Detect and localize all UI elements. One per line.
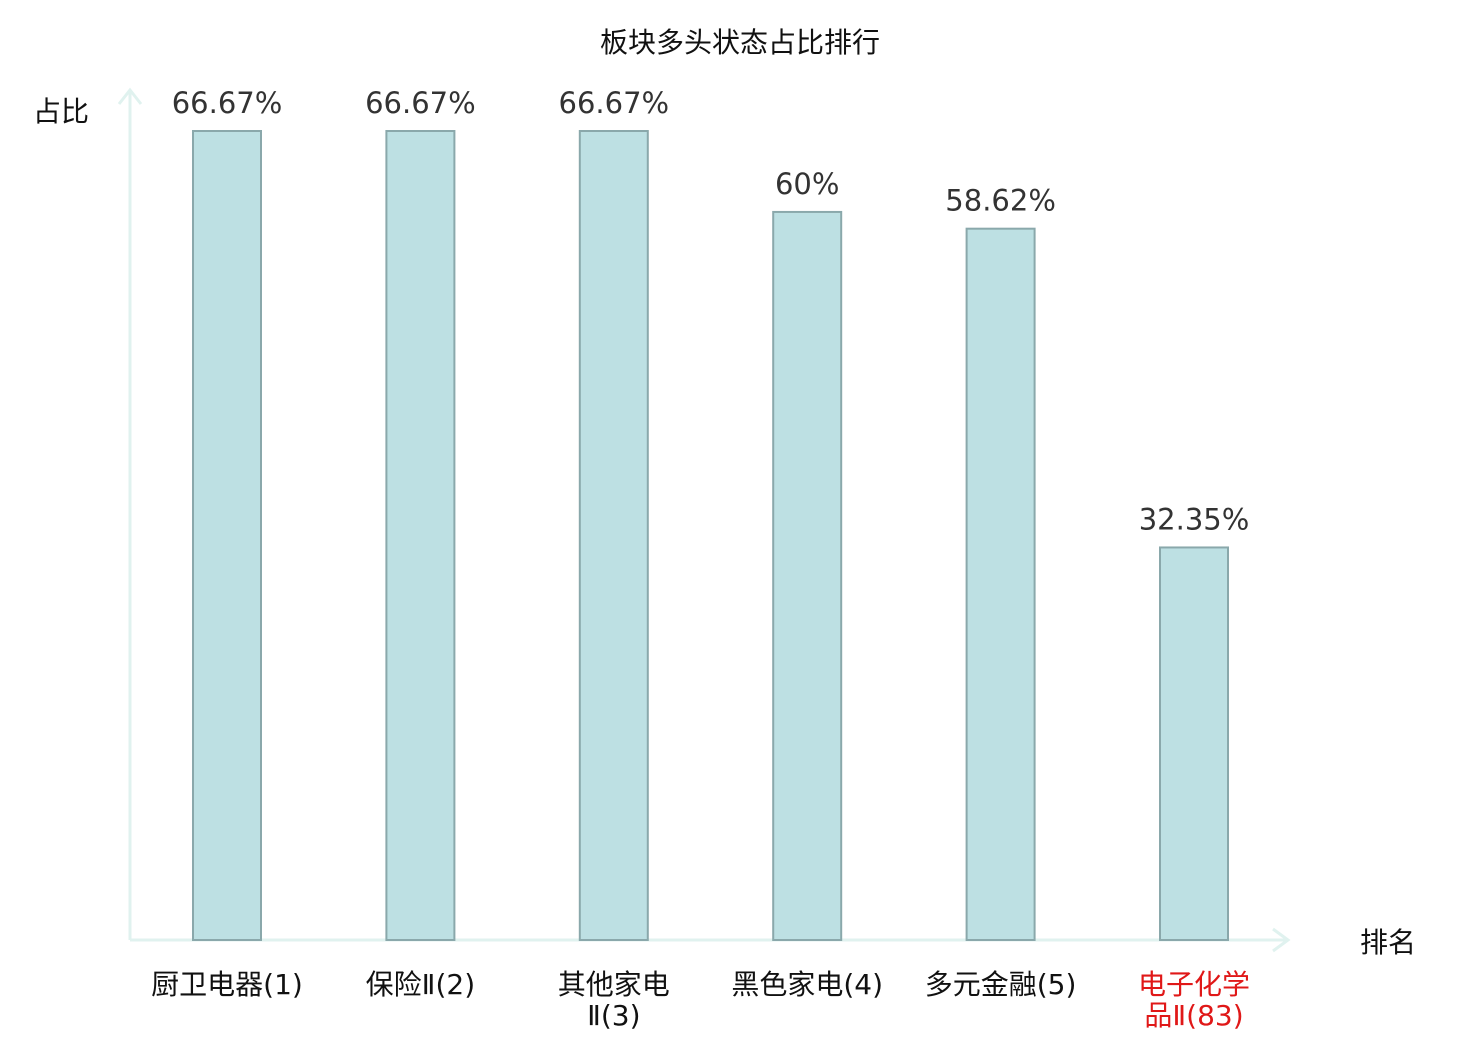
category-label-1: 厨卫电器(1) (151, 968, 303, 1001)
bar-3 (578, 130, 649, 941)
category-label-5-line-1: 多元金融(5) (925, 968, 1077, 1001)
value-label-5: 58.62% (945, 184, 1056, 218)
y-axis-label: 占比 (33, 95, 89, 128)
category-label-6-line-1: 电子化学 (1138, 968, 1250, 1001)
bar-6 (1159, 546, 1229, 941)
category-label-3-line-1: 其他家电 (558, 968, 670, 1001)
category-label-3-line-2: Ⅱ(3) (587, 999, 640, 1032)
bar-1 (192, 130, 262, 941)
category-label-3: 其他家电 Ⅱ(3) (558, 968, 670, 1032)
category-label-1-line-1: 厨卫电器(1) (151, 968, 303, 1001)
value-label-4: 60% (775, 167, 839, 201)
category-label-4: 黑色家电(4) (731, 968, 883, 1001)
bars-group (192, 130, 1229, 941)
category-label-2-line-1: 保险Ⅱ(2) (366, 968, 475, 1001)
category-label-4-line-1: 黑色家电(4) (731, 968, 883, 1001)
y-axis (117, 87, 143, 940)
category-label-2: 保险Ⅱ(2) (366, 968, 475, 1001)
chart-title: 板块多头状态占比排行 (600, 26, 880, 59)
value-labels-group: 66.67% 66.67% 66.67% 60% 58.62% 32.35% (172, 86, 1250, 536)
value-label-1: 66.67% (172, 86, 283, 120)
value-label-2: 66.67% (365, 86, 476, 120)
category-label-5: 多元金融(5) (925, 968, 1077, 1001)
category-label-6-line-2: 品Ⅱ(83) (1144, 999, 1243, 1032)
bar-2 (385, 130, 456, 941)
x-axis-label: 排名 (1360, 926, 1416, 959)
x-axis (130, 927, 1291, 953)
value-label-3: 66.67% (559, 86, 670, 120)
bar-4 (772, 210, 843, 941)
category-labels-group: 厨卫电器(1) 保险Ⅱ(2) 其他家电 Ⅱ(3) 黑色家电(4) 多元金融(5) 电子化学品… (151, 968, 1250, 1032)
category-label-6: 电子化学品Ⅱ(83) (1138, 968, 1250, 1032)
value-label-6: 32.35% (1139, 502, 1250, 536)
bar-5 (965, 227, 1036, 941)
